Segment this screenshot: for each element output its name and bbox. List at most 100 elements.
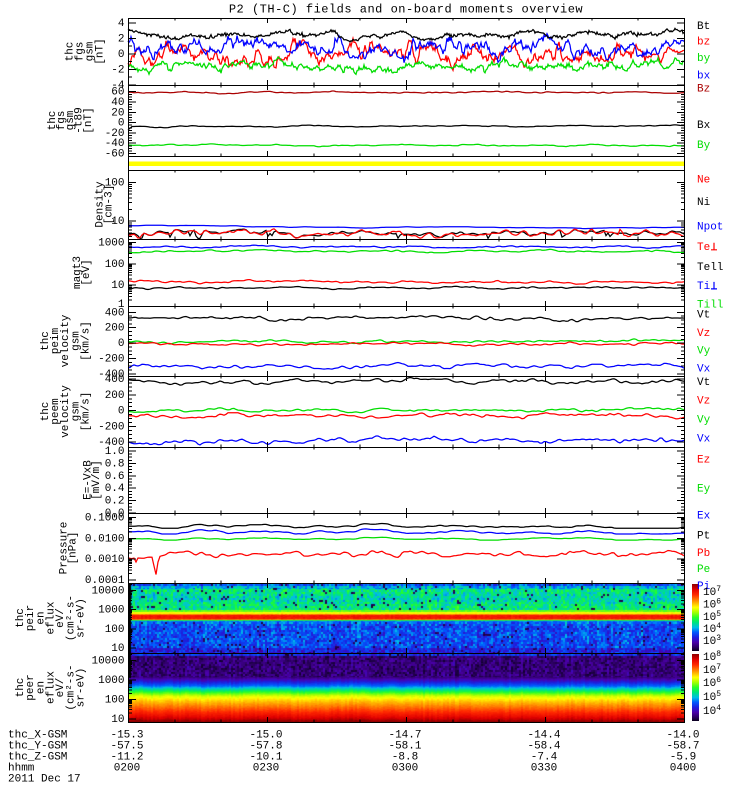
svg-text:Pe: Pe: [697, 564, 710, 576]
svg-text:Density: Density: [95, 181, 107, 228]
svg-text:(cm²-s-: (cm²-s-: [66, 664, 78, 710]
svg-text:thc_Z-GSM: thc_Z-GSM: [8, 752, 67, 764]
svg-text:0.8: 0.8: [105, 458, 125, 470]
svg-text:eflux: eflux: [46, 671, 58, 704]
svg-text:Pressure: Pressure: [59, 522, 71, 575]
svg-text:Tell: Tell: [697, 262, 723, 274]
svg-text:10000: 10000: [91, 585, 124, 597]
svg-text:0230: 0230: [253, 763, 279, 775]
svg-text:104: 104: [703, 704, 721, 718]
svg-text:100: 100: [105, 694, 125, 706]
svg-text:-58.1: -58.1: [388, 741, 421, 753]
svg-text:0.0: 0.0: [105, 508, 125, 520]
svg-text:0200: 0200: [114, 763, 140, 775]
svg-text:0.6: 0.6: [105, 471, 125, 483]
svg-text:fgs: fgs: [56, 111, 68, 131]
svg-text:-400: -400: [98, 369, 124, 381]
svg-text:0.4: 0.4: [105, 483, 125, 495]
svg-text:Ne: Ne: [697, 175, 710, 187]
svg-text:0330: 0330: [531, 763, 557, 775]
svg-text:Vy: Vy: [697, 345, 711, 357]
svg-text:Vz: Vz: [697, 395, 710, 407]
svg-text:-15.3: -15.3: [110, 730, 143, 742]
svg-text:4: 4: [118, 18, 125, 30]
svg-text:gsm: gsm: [85, 41, 97, 61]
svg-text:-7.4: -7.4: [531, 752, 558, 764]
svg-text:thc_X-GSM: thc_X-GSM: [8, 730, 67, 742]
svg-text:peem: peem: [50, 398, 62, 425]
svg-text:105: 105: [703, 690, 721, 704]
svg-text:60: 60: [111, 87, 124, 99]
svg-text:20: 20: [111, 107, 124, 119]
svg-text:thc: thc: [15, 608, 27, 628]
svg-text:magt3: magt3: [72, 256, 84, 289]
svg-text:[cm-3]: [cm-3]: [104, 185, 116, 225]
svg-text:thc: thc: [47, 111, 59, 131]
svg-text:40: 40: [111, 97, 124, 109]
svg-text:Pt: Pt: [697, 531, 710, 543]
svg-text:2011 Dec 17: 2011 Dec 17: [8, 774, 81, 786]
svg-text:-14.7: -14.7: [388, 730, 421, 742]
svg-text:Te: Te: [697, 242, 710, 254]
svg-text:0: 0: [118, 338, 125, 350]
svg-text:eV/: eV/: [55, 608, 67, 628]
svg-text:E=-VxB: E=-VxB: [83, 460, 95, 500]
svg-text:thc: thc: [15, 678, 27, 698]
svg-text:thc: thc: [65, 42, 77, 62]
svg-text:sr-eV): sr-eV): [76, 598, 88, 638]
svg-text:-10.1: -10.1: [249, 752, 282, 764]
svg-text:hhmm: hhmm: [8, 763, 35, 775]
svg-text:Ti: Ti: [697, 281, 711, 293]
svg-text:0.0010: 0.0010: [85, 554, 125, 566]
svg-text:-57.8: -57.8: [249, 741, 282, 753]
svg-text:Vt: Vt: [697, 310, 710, 322]
svg-text:by: by: [697, 53, 711, 65]
svg-text:sr-eV): sr-eV): [76, 668, 88, 708]
svg-text:[km/s]: [km/s]: [81, 321, 93, 361]
svg-text:108: 108: [703, 650, 721, 664]
svg-text:2: 2: [118, 33, 125, 45]
svg-text:Vy: Vy: [697, 414, 711, 426]
svg-text:-20: -20: [105, 128, 125, 140]
svg-text:bx: bx: [697, 71, 711, 83]
svg-text:gsm: gsm: [65, 110, 77, 130]
svg-text:Vx: Vx: [697, 433, 711, 445]
svg-text:-15.0: -15.0: [249, 730, 282, 742]
svg-text:-200: -200: [98, 354, 124, 366]
svg-text:10: 10: [111, 714, 124, 726]
svg-text:103: 103: [703, 634, 721, 648]
svg-text:Vx: Vx: [697, 364, 711, 376]
svg-text:10: 10: [111, 643, 124, 655]
svg-text:400: 400: [105, 374, 125, 386]
svg-text:Ey: Ey: [697, 483, 711, 495]
svg-text:thc_Y-GSM: thc_Y-GSM: [8, 741, 67, 753]
svg-text:-4: -4: [111, 80, 125, 92]
svg-text:velocity: velocity: [60, 314, 72, 367]
svg-text:-200: -200: [98, 421, 124, 433]
svg-text:-58.7: -58.7: [666, 741, 699, 753]
svg-text:[nT]: [nT]: [83, 107, 95, 133]
svg-text:eV/: eV/: [55, 678, 67, 698]
svg-text:Pb: Pb: [697, 548, 710, 560]
svg-text:1.0: 1.0: [105, 446, 125, 458]
svg-text:-60: -60: [105, 149, 125, 161]
svg-text:Ex: Ex: [697, 510, 711, 522]
svg-text:1000: 1000: [98, 605, 124, 617]
svg-text:200: 200: [105, 390, 125, 402]
svg-text:Bx: Bx: [697, 120, 711, 132]
svg-text:en: en: [36, 611, 48, 624]
svg-text:peim: peim: [50, 327, 62, 354]
svg-text:Pi: Pi: [697, 581, 711, 593]
svg-text:100: 100: [105, 178, 125, 190]
svg-text:en: en: [36, 681, 48, 694]
svg-text:velocity: velocity: [60, 385, 72, 438]
svg-text:-11.2: -11.2: [110, 752, 143, 764]
svg-text:400: 400: [105, 307, 125, 319]
svg-text:[nPa]: [nPa]: [68, 531, 80, 564]
svg-text:peer: peer: [25, 674, 37, 700]
svg-text:0.0001: 0.0001: [85, 575, 125, 587]
svg-text:Ni: Ni: [697, 197, 711, 209]
svg-text:0.2: 0.2: [105, 496, 125, 508]
svg-text:-14.0: -14.0: [666, 730, 699, 742]
svg-text:0.1000: 0.1000: [85, 513, 125, 525]
